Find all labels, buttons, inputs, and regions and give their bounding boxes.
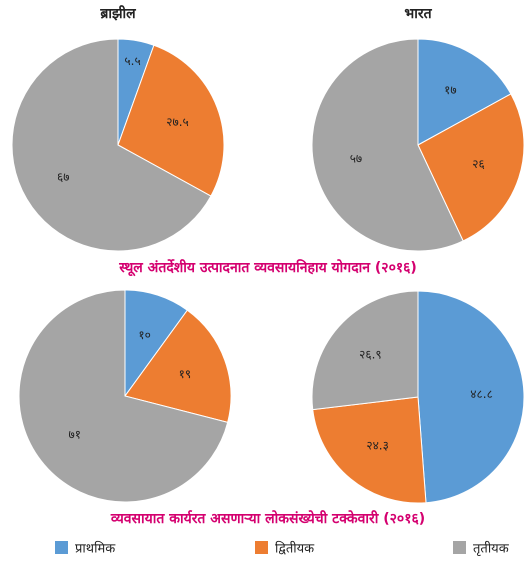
value-label: २४.३ (366, 439, 389, 453)
legend-label: प्राथमिक (75, 541, 116, 557)
value-label: १९ (179, 367, 191, 381)
value-label: ५७ (350, 151, 362, 165)
value-label: ६७ (57, 170, 69, 184)
value-label: १७ (444, 83, 456, 97)
value-label: ५.५ (124, 54, 140, 68)
value-label: ४८.८ (470, 387, 493, 401)
pie-slice (417, 93, 524, 242)
pie-slice (311, 38, 464, 252)
value-label: १० (138, 328, 150, 342)
pie-slice (311, 290, 419, 411)
legend-swatch (255, 541, 268, 554)
pie-slice (11, 38, 212, 252)
pie-title: भारत (404, 6, 432, 22)
value-label: २६.९ (359, 347, 382, 361)
caption: व्यवसायात कार्यरत असणाऱ्या लोकसंख्येची ट… (110, 510, 425, 527)
value-label: ७१ (69, 427, 81, 441)
value-label: २६ (472, 157, 484, 171)
legend-swatch (453, 541, 466, 554)
legend-label: तृतीयक (473, 541, 510, 557)
pie-title: ब्राझील (99, 5, 136, 22)
pie-slice (417, 38, 512, 146)
pie-slice (18, 289, 229, 503)
pie-slice (124, 309, 232, 423)
pie-slice (117, 44, 225, 197)
legend-label: द्वितीयक (275, 541, 315, 557)
pie-slice (312, 396, 427, 504)
caption: स्थूल अंतर्देशीय उत्पादनात व्यवसायनिहाय … (118, 259, 417, 277)
legend-swatch (55, 541, 68, 554)
value-label: २७.५ (166, 115, 189, 129)
